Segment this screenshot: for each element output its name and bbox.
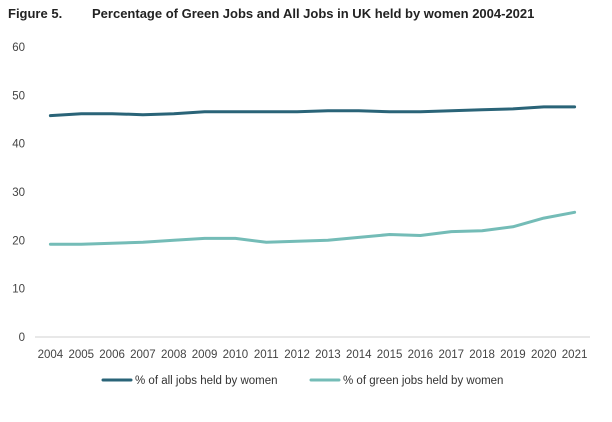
legend-label-2: % of green jobs held by women xyxy=(343,375,503,387)
chart-title: Percentage of Green Jobs and All Jobs in… xyxy=(92,6,535,21)
legend-label-1: % of all jobs held by women xyxy=(135,375,278,387)
x-tick-label: 2006 xyxy=(99,349,125,361)
x-tick-label: 2021 xyxy=(562,349,588,361)
y-tick-label: 40 xyxy=(12,139,25,151)
x-tick-label: 2020 xyxy=(531,349,557,361)
x-tick-label: 2005 xyxy=(68,349,94,361)
x-tick-label: 2016 xyxy=(408,349,434,361)
y-tick-label: 60 xyxy=(12,42,25,54)
figure-label: Figure 5. xyxy=(8,6,63,21)
y-axis: 0 10 20 30 40 50 60 xyxy=(12,42,25,344)
x-tick-label: 2017 xyxy=(438,349,464,361)
x-tick-label: 2011 xyxy=(254,349,279,361)
series-line-1 xyxy=(48,105,577,118)
x-tick-label: 2010 xyxy=(223,349,249,361)
y-tick-label: 50 xyxy=(12,90,25,102)
y-tick-label: 20 xyxy=(12,235,25,247)
x-tick-label: 2019 xyxy=(500,349,526,361)
x-tick-label: 2013 xyxy=(315,349,341,361)
x-tick-label: 2007 xyxy=(130,349,156,361)
x-tick-label: 2009 xyxy=(192,349,218,361)
series-line-2 xyxy=(48,210,577,246)
legend: % of all jobs held by women % of green jo… xyxy=(101,375,503,387)
series-lines xyxy=(48,105,577,246)
x-tick-label: 2018 xyxy=(469,349,495,361)
y-tick-label: 30 xyxy=(12,187,25,199)
x-tick-label: 2015 xyxy=(377,349,403,361)
y-tick-label: 0 xyxy=(19,332,25,344)
x-tick-label: 2014 xyxy=(346,349,372,361)
y-tick-label: 10 xyxy=(12,284,25,296)
x-tick-label: 2008 xyxy=(161,349,187,361)
x-tick-label: 2004 xyxy=(38,349,64,361)
x-axis: 2004 2005 2006 2007 2008 2009 2010 2011 2012 2013… xyxy=(38,349,588,361)
x-tick-label: 2012 xyxy=(284,349,310,361)
